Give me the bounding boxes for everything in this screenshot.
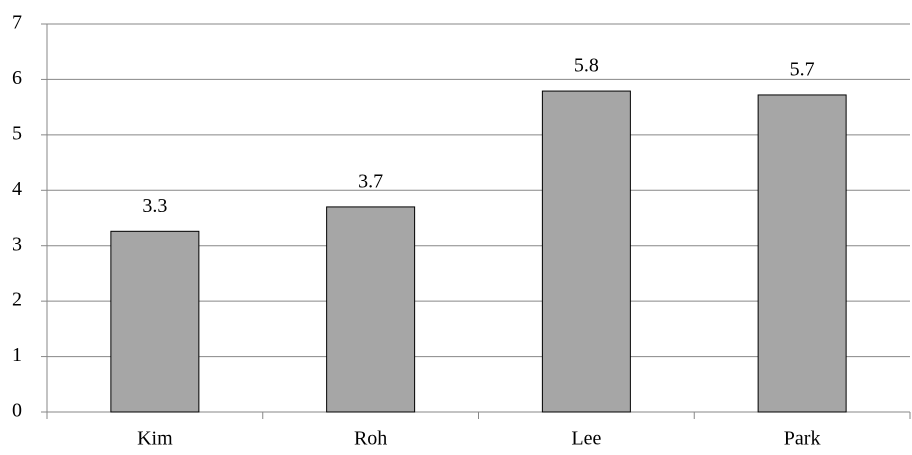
y-tick-label: 4 <box>12 178 22 200</box>
y-tick-label: 1 <box>12 344 22 366</box>
y-tick-label: 5 <box>12 122 22 144</box>
y-tick-label: 0 <box>12 400 22 422</box>
bar <box>541 90 631 413</box>
y-tick-label: 2 <box>12 289 22 311</box>
data-label: 5.7 <box>790 59 815 81</box>
x-tick-label: Kim <box>137 428 173 450</box>
data-label: 5.8 <box>574 55 599 77</box>
y-tick-label: 3 <box>12 233 22 255</box>
data-label: 3.7 <box>358 171 383 193</box>
y-tick-label: 7 <box>12 12 22 34</box>
bar <box>110 230 200 413</box>
x-tick-label: Park <box>784 428 821 450</box>
x-tick-label: Lee <box>571 428 601 450</box>
bar <box>757 94 847 413</box>
y-tick-label: 6 <box>12 67 22 89</box>
bar <box>326 206 416 413</box>
x-tick-label: Roh <box>354 428 387 450</box>
data-label: 3.3 <box>142 195 167 217</box>
